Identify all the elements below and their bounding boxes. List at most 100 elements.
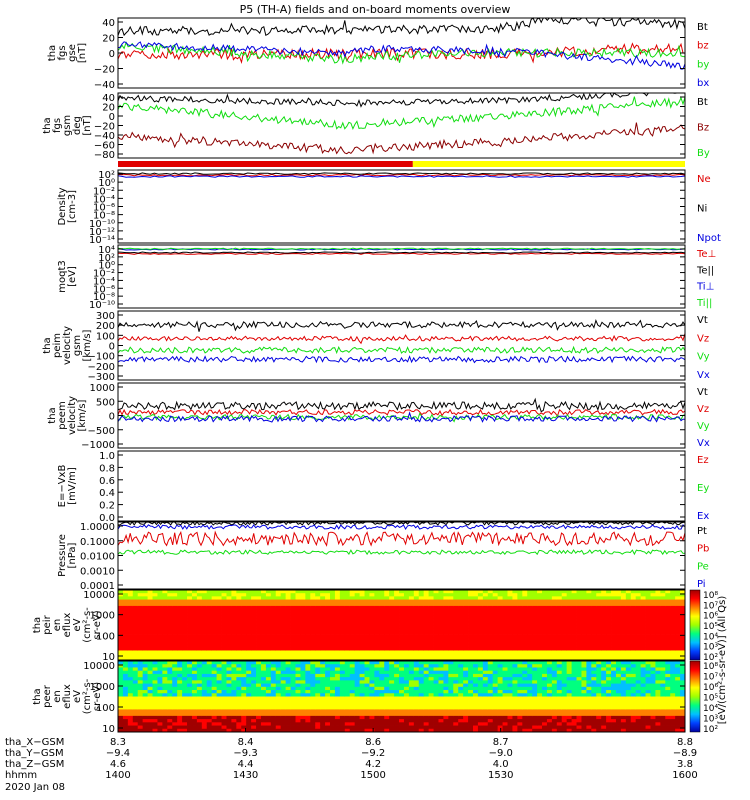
spectrogram-cell [546,650,553,655]
spectrogram-cell [517,605,523,610]
legend-entry-vx: Vx [697,370,710,381]
spectrogram-cell [512,602,518,607]
spectrogram-cell [191,625,198,629]
spectrogram-cell [443,683,449,688]
spectrogram-cell [428,709,434,714]
spectrogram-cell [423,680,430,684]
spectrogram-cell [137,609,144,613]
spectrogram-cell [670,590,676,594]
spectrogram-cell [615,634,622,639]
spectrogram-cell [201,690,208,694]
spectrogram-cell [576,625,582,629]
spectrogram-cell [665,599,671,604]
spectrogram-cell [477,670,484,675]
spectrogram-cell [403,664,410,668]
spectrogram-cell [458,609,464,613]
spectrogram-cell [630,644,637,648]
spectrogram-cell [226,664,232,668]
spectrogram-cell [369,686,375,691]
spectrogram-cell [650,647,656,651]
spectrogram-cell [285,719,291,723]
spectrogram-cell [147,706,153,710]
spectrogram-cell [463,677,469,681]
y-axis-label: (cm²-s- [82,678,93,714]
spectrogram-cell [177,656,183,661]
spectrogram-cell [660,599,666,604]
spectrogram-cell [196,722,203,726]
spectrogram-cell [177,647,183,651]
spectrogram-cell [551,644,558,648]
spectrogram-cell [191,696,198,701]
spectrogram-cell [433,683,439,688]
spectrogram-cell [448,667,454,672]
spectrogram-cell [132,719,139,723]
spectrogram-cell [359,680,365,684]
spectrogram-cell [285,728,291,733]
spectrogram-cell [182,602,188,607]
spectrogram-cell [532,709,538,714]
spectrogram-cell [290,664,296,668]
spectrogram-cell [290,706,296,710]
spectrogram-cell [675,628,681,632]
spectrogram-cell [172,683,178,688]
spectrogram-cell [147,599,153,604]
spectrogram-cell [537,670,543,675]
spectrogram-cell [201,712,208,717]
spectrogram-cell [285,686,291,691]
spectrogram-cell [546,628,553,632]
spectrogram-cell [305,696,311,701]
spectrogram-cell [660,640,666,645]
spectrogram-cell [310,693,316,697]
spectrogram-cell [305,670,311,675]
spectrogram-cell [285,683,291,688]
spectrogram-cell [581,702,587,707]
spectrogram-cell [468,628,474,632]
spectrogram-cell [601,686,607,691]
spectrogram-cell [374,722,380,726]
spectrogram-cell [369,593,375,597]
spectrogram-cell [403,696,410,701]
spectrogram-cell [364,690,370,694]
spectrogram-cell [601,712,607,717]
spectrogram-cell [187,683,193,688]
spectrogram-cell [270,615,277,620]
spectrogram-cell [211,686,218,691]
spectrogram-cell [591,715,597,720]
spectrogram-cell [256,661,262,665]
spectrogram-cell [206,647,213,651]
spectrogram-cell [172,640,178,645]
spectrogram-cell [586,618,592,623]
series-line-te|| [117,251,686,254]
spectrogram-cell [374,702,380,707]
spectrogram-cell [448,725,454,730]
spectrogram-cell [236,725,242,730]
spectrogram-cell [620,650,627,655]
spectrogram-cell [384,596,390,600]
spectrogram-cell [443,690,449,694]
spectrogram-cell [394,628,400,632]
spectrogram-cell [256,709,262,714]
spectrogram-cell [428,728,434,733]
legend-entry-by: by [697,59,709,70]
spectrogram-cell [241,599,247,604]
spectrogram-cell [428,667,434,672]
spectrogram-cell [458,680,464,684]
spectrogram-cell [339,653,346,658]
spectrogram-cell [127,631,134,635]
spectrogram-cell [670,644,676,648]
spectrogram-cell [127,661,134,665]
spectrogram-cell [561,640,568,645]
spectrogram-cell [502,680,508,684]
spectrogram-cell [458,715,464,720]
spectrogram-cell [122,686,129,691]
spectrogram-cell [260,683,267,688]
y-tick-label: 10 [102,652,115,663]
spectrogram-cell [374,596,380,600]
spectrogram-cell [300,702,306,707]
spectrogram-cell [502,625,508,629]
spectrogram-cell [221,667,227,672]
spectrogram-cell [532,615,538,620]
spectrogram-cell [251,706,257,710]
spectrogram-cell [660,618,666,623]
spectrogram-cell [423,722,430,726]
